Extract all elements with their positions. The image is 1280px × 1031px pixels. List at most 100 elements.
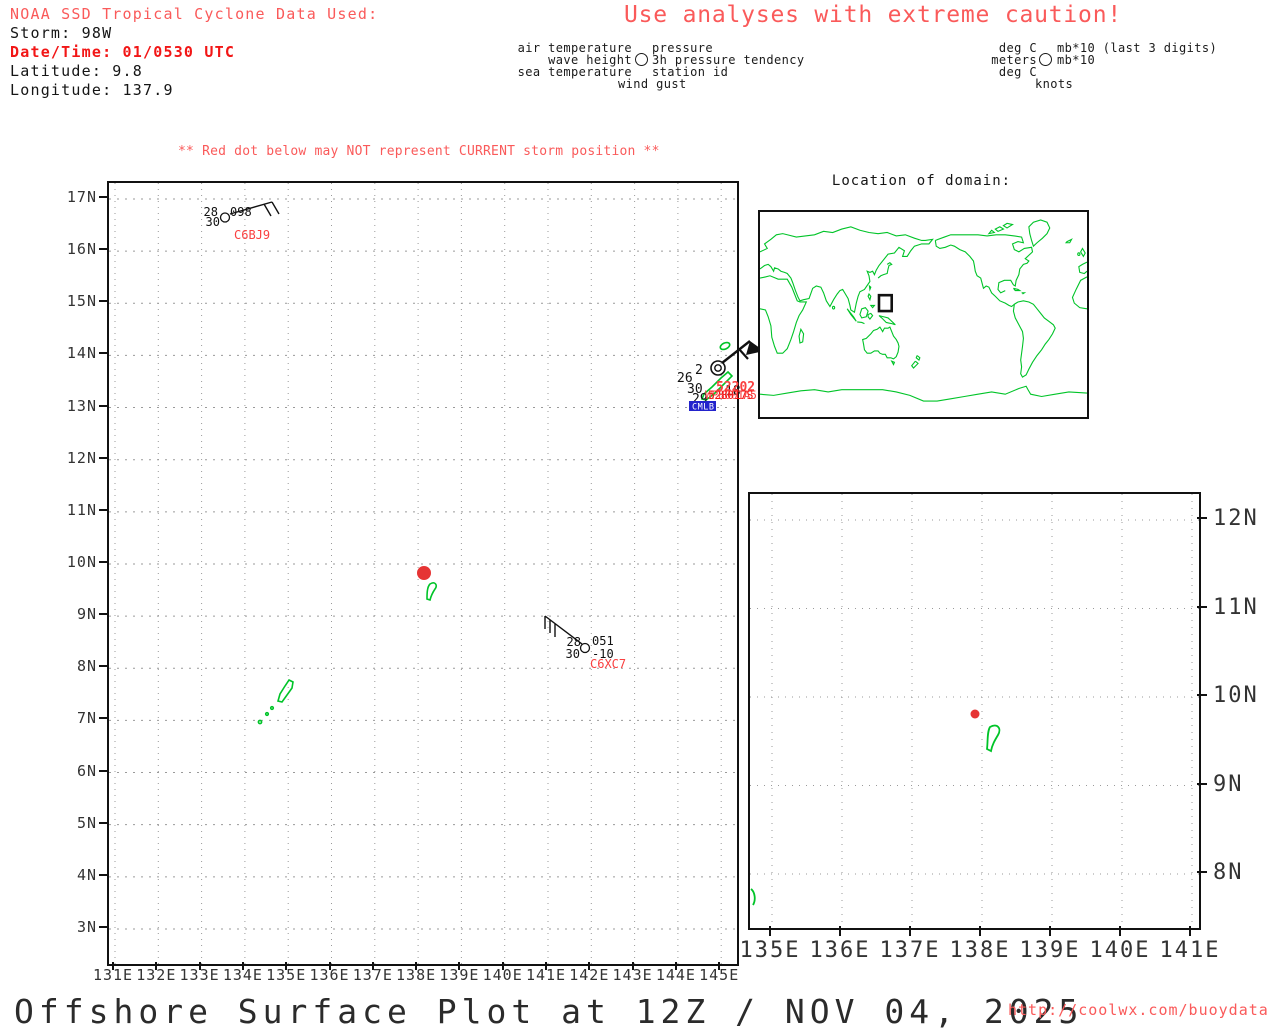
rota-island	[719, 341, 731, 351]
zoom-x-tick-label: 137E	[879, 938, 941, 963]
storm-position-dot	[417, 566, 431, 580]
tick-mark	[99, 665, 107, 668]
tick-mark	[99, 560, 107, 563]
main-y-tick-label: 13N	[66, 396, 97, 415]
tick-mark	[99, 873, 107, 876]
zoom-islands-group	[750, 724, 1001, 906]
tick-mark	[674, 962, 677, 970]
wind-barb	[229, 201, 280, 217]
legend-pressure: pressure	[652, 41, 713, 55]
header-longitude: Longitude: 137.9	[10, 81, 174, 99]
wind-barb	[544, 615, 583, 645]
tick-mark	[588, 962, 591, 970]
islands-group	[257, 341, 734, 725]
station-circle-glyph	[1039, 53, 1052, 66]
storm-position-warning: ** Red dot below may NOT represent CURRE…	[178, 144, 660, 159]
world-inset-map	[758, 210, 1089, 419]
units-wind-gust: knots	[1035, 77, 1074, 91]
ship-id-highlight	[689, 401, 716, 411]
wind-barb-tick	[738, 348, 749, 360]
legend-air-temperature: air temperature	[517, 41, 632, 55]
main-y-tick-label: 8N	[76, 657, 97, 676]
tick-mark	[769, 926, 771, 936]
tick-mark	[1197, 871, 1207, 873]
tick-mark	[1197, 605, 1207, 608]
main-y-tick-label: 17N	[66, 188, 97, 206]
main-x-tick-label: 133E	[179, 966, 220, 984]
station-sea-temp: 30	[206, 215, 220, 229]
station-id: C6XC7	[590, 657, 626, 671]
tick-mark	[631, 962, 634, 970]
legend-sea-temperature: sea temperature	[517, 65, 632, 79]
main-map-grid	[109, 183, 737, 964]
main-x-tick-label: 137E	[352, 966, 393, 984]
tick-mark	[99, 196, 107, 198]
tick-mark	[99, 508, 107, 511]
tick-mark	[1197, 694, 1207, 696]
tick-mark	[99, 248, 107, 251]
legend-pressure-tendency: 3h pressure tendency	[652, 53, 805, 67]
zoom-y-tick-label: 8N	[1213, 860, 1244, 885]
station-id: C6BJ9	[234, 228, 270, 242]
main-y-tick-label: 4N	[76, 865, 97, 884]
units-sea-temperature: deg C	[998, 65, 1037, 79]
station-air-temp: 28	[204, 205, 218, 219]
header-latitude: Latitude: 9.8	[10, 62, 143, 80]
palau-islet	[269, 705, 275, 711]
main-x-tick-label: 145E	[699, 966, 740, 984]
zoom-y-tick-label: 12N	[1213, 506, 1259, 531]
domain-box	[879, 295, 892, 311]
cluster-value: 2	[695, 363, 703, 378]
yap-island	[426, 582, 437, 602]
main-y-tick-label: 12N	[66, 448, 97, 467]
main-y-tick-label: 11N	[66, 500, 97, 519]
main-x-tick-label: 143E	[612, 966, 653, 984]
cluster-overlapped-id: WP8001A5	[705, 388, 756, 402]
station-pressure: 098	[230, 205, 252, 219]
main-x-tick-label: 139E	[439, 966, 480, 984]
wind-barb-staff	[721, 340, 751, 364]
guam-island	[700, 370, 734, 401]
station-circle-glyph	[635, 53, 648, 66]
source-url: http://coolwx.com/buoydata	[1008, 1001, 1269, 1019]
station-double-circle	[710, 360, 726, 376]
storm-position-dot	[970, 709, 980, 719]
zoom-map-canvas	[750, 494, 1199, 928]
station-circle	[219, 212, 231, 223]
tick-mark	[99, 352, 107, 355]
zoom-map	[748, 492, 1201, 930]
main-y-tick-label: 7N	[76, 709, 97, 728]
tick-mark	[458, 962, 461, 970]
tick-mark	[99, 456, 107, 459]
cluster-value: 18	[725, 384, 741, 399]
zoom-x-tick-label: 138E	[949, 938, 1011, 963]
world-inset-title: Location of domain:	[831, 173, 1012, 189]
station-plot-c6xc7: 28 051 30 -10 C6XC7	[544, 615, 626, 671]
main-y-tick-label: 5N	[76, 813, 97, 832]
cluster-value: 26	[677, 371, 693, 386]
tick-mark	[718, 962, 721, 970]
main-y-tick-label: 6N	[76, 761, 97, 780]
main-x-tick-label: 132E	[136, 966, 177, 984]
tick-mark	[415, 962, 418, 970]
tick-mark	[1197, 517, 1207, 519]
units-wave-height: meters	[991, 53, 1037, 67]
world-coastlines	[760, 220, 1087, 401]
legend-station-id: station id	[652, 65, 729, 79]
header-source-line: NOAA SSD Tropical Cyclone Data Used:	[10, 5, 379, 23]
zoom-y-tick-label: 9N	[1213, 771, 1244, 797]
header-storm: Storm: 98W	[10, 24, 113, 42]
tick-mark	[99, 769, 107, 772]
tick-mark	[371, 962, 374, 970]
zoom-map-grid	[750, 494, 1199, 928]
tick-mark	[99, 300, 107, 303]
tick-mark	[545, 962, 547, 970]
main-y-tick-label: 15N	[66, 292, 97, 311]
tick-mark	[99, 717, 107, 720]
tick-mark	[1189, 926, 1191, 936]
main-y-tick-label: 9N	[76, 605, 97, 624]
yap-island	[986, 724, 1001, 753]
legend-wind-gust: wind gust	[618, 77, 687, 91]
tick-mark	[99, 821, 107, 824]
